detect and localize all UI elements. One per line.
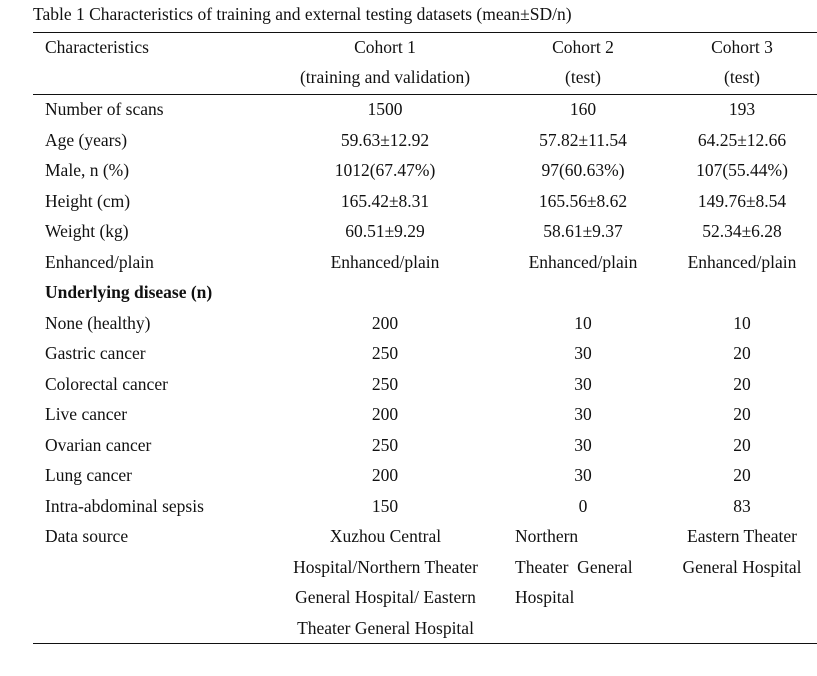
row-cohort1-value: Enhanced/plain xyxy=(330,252,440,272)
data-source-line: Eastern Theater xyxy=(687,526,797,546)
row-cohort1-value: 200 xyxy=(371,404,399,424)
row-cohort3-value: 149.76±8.54 xyxy=(697,191,787,211)
row-cohort3-value: 20 xyxy=(733,465,751,485)
row-label: Intra-abdominal sepsis xyxy=(45,496,204,516)
row-cohort2-value: 58.61±9.37 xyxy=(543,221,623,241)
data-source-line: General Hospital/ Eastern xyxy=(295,587,476,607)
header-cohort2: Cohort 2 xyxy=(552,37,614,57)
row-cohort3-value: Enhanced/plain xyxy=(687,252,797,272)
table-header-rule xyxy=(33,94,817,95)
row-cohort2-value: 10 xyxy=(574,313,592,333)
row-cohort2-value: 97(60.63%) xyxy=(541,160,625,180)
row-cohort3-value: 20 xyxy=(733,374,751,394)
row-cohort1-value: 250 xyxy=(371,374,399,394)
row-cohort1-value: 200 xyxy=(371,313,399,333)
row-cohort2-value: 30 xyxy=(574,465,592,485)
row-cohort2-value: 160 xyxy=(569,99,597,119)
row-cohort2-value: 57.82±11.54 xyxy=(539,130,627,150)
row-label: Number of scans xyxy=(45,99,164,119)
row-cohort2-value: 30 xyxy=(574,343,592,363)
row-label: Gastric cancer xyxy=(45,343,146,363)
row-cohort1-value: 150 xyxy=(371,496,399,516)
section-heading-underlying-disease: Underlying disease (n) xyxy=(45,282,213,302)
row-cohort1-value: 60.51±9.29 xyxy=(345,221,425,241)
row-label: Colorectal cancer xyxy=(45,374,168,394)
header-cohort3-sub: (test) xyxy=(724,67,760,87)
row-cohort1-value: 1012(67.47%) xyxy=(334,160,436,180)
row-cohort2-value: 165.56±8.62 xyxy=(538,191,628,211)
data-source-line: Theater General Hospital xyxy=(297,617,474,638)
row-label: None (healthy) xyxy=(45,313,151,333)
row-label: Weight (kg) xyxy=(45,221,129,241)
data-source-line: Hospital/Northern Theater xyxy=(293,556,478,577)
header-cohort3: Cohort 3 xyxy=(711,37,773,57)
row-cohort1-value: 250 xyxy=(371,343,399,363)
row-cohort3-value: 52.34±6.28 xyxy=(702,221,782,241)
data-source-line: Hospital xyxy=(515,587,575,607)
row-cohort1-value: 1500 xyxy=(367,99,403,119)
data-source-cohort1: Xuzhou Central Hospital/Northern Theater… xyxy=(280,521,491,643)
data-source-line: Theater General xyxy=(515,556,633,577)
table-bottom-rule xyxy=(33,643,817,644)
row-label: Live cancer xyxy=(45,404,128,424)
data-source-cohort3: Eastern Theater General Hospital xyxy=(670,521,814,582)
row-label: Lung cancer xyxy=(45,465,132,485)
row-cohort3-value: 10 xyxy=(733,313,751,333)
header-cohort2-sub: (test) xyxy=(565,67,601,87)
row-cohort2-value: 0 xyxy=(578,496,588,516)
table-caption: Table 1 Characteristics of training and … xyxy=(33,4,572,24)
row-label: Height (cm) xyxy=(45,191,131,211)
row-cohort2-value: 30 xyxy=(574,404,592,424)
row-cohort3-value: 83 xyxy=(733,496,751,516)
row-cohort3-value: 20 xyxy=(733,343,751,363)
row-cohort3-value: 193 xyxy=(728,99,756,119)
row-label: Data source xyxy=(45,526,129,546)
data-source-line: Northern xyxy=(515,526,579,546)
row-cohort2-value: 30 xyxy=(574,374,592,394)
row-cohort2-value: 30 xyxy=(574,435,592,455)
row-cohort1-value: 250 xyxy=(371,435,399,455)
row-label: Enhanced/plain xyxy=(45,252,154,272)
data-source-line: General Hospital xyxy=(682,556,802,577)
row-cohort3-value: 64.25±12.66 xyxy=(697,130,787,150)
row-cohort3-value: 107(55.44%) xyxy=(696,160,788,180)
data-source-line: Xuzhou Central xyxy=(329,526,442,546)
data-source-cohort2: Northern Theater General Hospital xyxy=(515,521,655,613)
header-cohort1-sub: (training and validation) xyxy=(299,67,471,87)
row-cohort3-value: 20 xyxy=(733,435,751,455)
header-characteristics: Characteristics xyxy=(45,37,149,57)
row-cohort3-value: 20 xyxy=(733,404,751,424)
header-cohort1: Cohort 1 xyxy=(354,37,416,57)
row-label: Age (years) xyxy=(45,130,128,150)
row-cohort1-value: 165.42±8.31 xyxy=(340,191,430,211)
row-cohort1-value: 59.63±12.92 xyxy=(340,130,430,150)
table-top-rule xyxy=(33,32,817,33)
row-label: Male, n (%) xyxy=(45,160,130,180)
row-label: Ovarian cancer xyxy=(45,435,152,455)
row-cohort1-value: 200 xyxy=(371,465,399,485)
row-cohort2-value: Enhanced/plain xyxy=(528,252,638,272)
